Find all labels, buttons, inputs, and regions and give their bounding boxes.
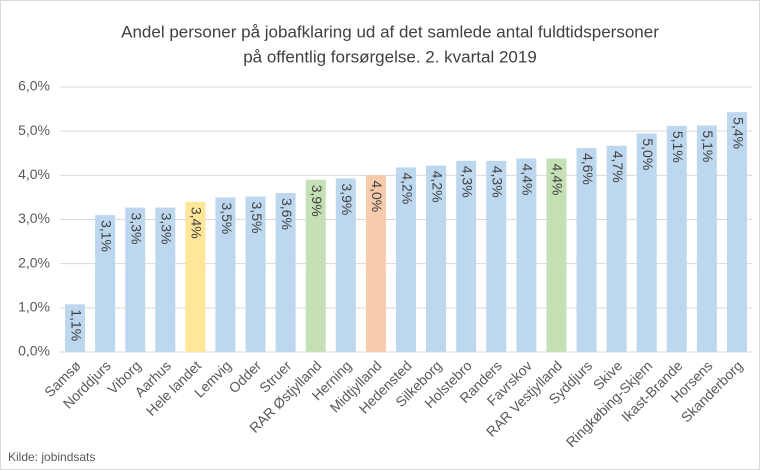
bar xyxy=(426,165,447,352)
bar xyxy=(546,158,567,352)
value-label: 3,6% xyxy=(279,198,295,230)
y-tick-label: 6,0% xyxy=(18,78,50,94)
bar xyxy=(726,112,747,352)
value-label: 5,4% xyxy=(730,117,746,149)
y-tick-label: 2,0% xyxy=(18,254,50,270)
y-tick-label: 4,0% xyxy=(18,166,50,182)
bar xyxy=(65,304,86,352)
y-tick-label: 5,0% xyxy=(18,122,50,138)
bar xyxy=(576,147,597,352)
y-tick-label: 3,0% xyxy=(18,210,50,226)
value-label: 4,6% xyxy=(580,153,596,185)
value-label: 4,0% xyxy=(369,180,385,212)
y-tick-label: 1,0% xyxy=(18,299,50,315)
y-tick-label: 0,0% xyxy=(18,343,50,359)
value-label: 4,2% xyxy=(399,172,415,204)
bar xyxy=(636,133,657,352)
bar xyxy=(215,197,236,352)
bar xyxy=(516,158,537,352)
value-label: 3,5% xyxy=(249,202,265,234)
value-label: 1,1% xyxy=(68,309,84,341)
value-label: 3,3% xyxy=(159,213,175,245)
bar xyxy=(396,167,416,352)
chart-title: Andel personer på jobafklaring ud af det… xyxy=(121,22,659,41)
chart-title: på offentlig forsørgelse. 2. kvartal 201… xyxy=(243,47,537,66)
bar xyxy=(305,179,326,352)
value-label: 3,9% xyxy=(309,185,325,217)
bar xyxy=(365,175,386,352)
value-label: 3,3% xyxy=(129,213,145,245)
bar xyxy=(696,125,717,352)
value-label: 4,7% xyxy=(610,151,626,183)
source: Kilde: jobindsats xyxy=(8,450,95,464)
bar xyxy=(155,207,176,352)
bar xyxy=(456,160,477,352)
bar xyxy=(666,125,687,352)
value-label: 5,0% xyxy=(640,138,656,170)
value-label: 5,1% xyxy=(700,130,716,162)
bar xyxy=(125,207,146,352)
bar xyxy=(275,193,296,352)
value-label: 4,4% xyxy=(550,164,566,196)
value-label: 3,1% xyxy=(98,220,114,252)
value-label: 3,9% xyxy=(339,183,355,215)
value-label: 3,5% xyxy=(219,202,235,234)
bar xyxy=(95,215,116,352)
bar xyxy=(606,145,627,352)
bar xyxy=(245,196,266,352)
value-label: 4,2% xyxy=(429,171,445,203)
bar xyxy=(335,178,356,352)
bar xyxy=(185,201,206,352)
bar xyxy=(486,160,507,352)
value-label: 4,4% xyxy=(520,164,536,196)
value-label: 4,3% xyxy=(459,166,475,198)
value-label: 4,3% xyxy=(490,166,506,198)
value-label: 3,4% xyxy=(189,207,205,239)
value-label: 5,1% xyxy=(670,131,686,163)
